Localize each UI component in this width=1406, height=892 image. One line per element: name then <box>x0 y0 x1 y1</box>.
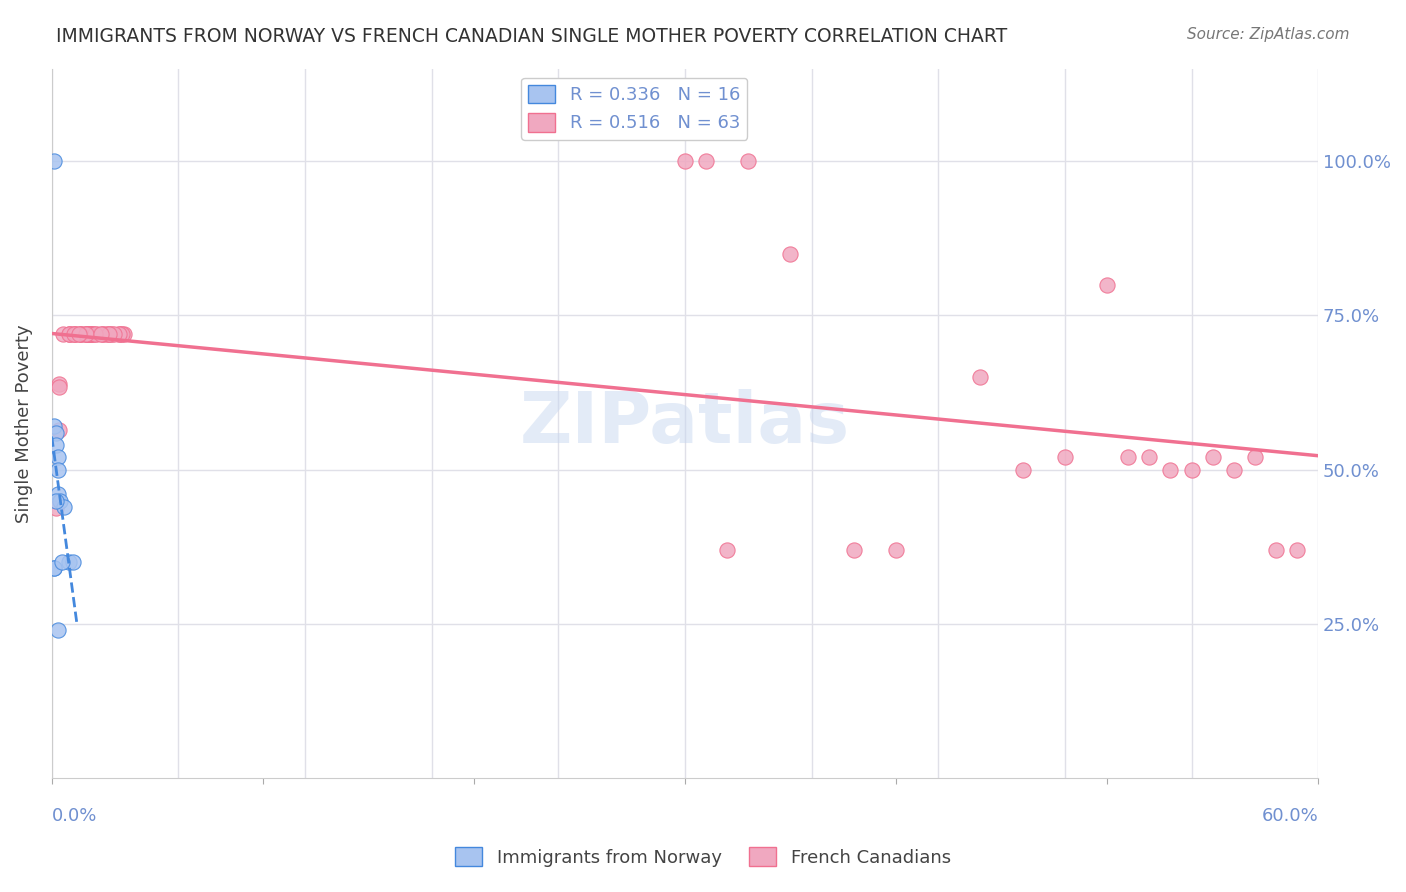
Point <box>75 326 97 341</box>
Point <box>62 555 84 569</box>
Point <box>94 326 117 341</box>
Text: ZIPatlas: ZIPatlas <box>520 389 851 458</box>
Point <box>45 438 67 452</box>
Point <box>46 623 69 637</box>
Point <box>45 493 67 508</box>
Text: Source: ZipAtlas.com: Source: ZipAtlas.com <box>1187 27 1350 42</box>
Point <box>110 326 132 341</box>
Text: 60.0%: 60.0% <box>1261 807 1319 825</box>
Point <box>69 326 91 341</box>
Point <box>737 154 759 169</box>
Point <box>62 326 84 341</box>
Point <box>98 326 121 341</box>
Point <box>48 377 70 392</box>
Point <box>52 326 75 341</box>
Point <box>53 500 76 514</box>
Point <box>48 424 70 438</box>
Text: IMMIGRANTS FROM NORWAY VS FRENCH CANADIAN SINGLE MOTHER POVERTY CORRELATION CHAR: IMMIGRANTS FROM NORWAY VS FRENCH CANADIA… <box>56 27 1008 45</box>
Point <box>97 326 120 341</box>
Point <box>62 326 84 341</box>
Point <box>91 326 114 341</box>
Point <box>1116 450 1139 465</box>
Point <box>884 542 907 557</box>
Y-axis label: Single Mother Poverty: Single Mother Poverty <box>15 324 32 523</box>
Point <box>82 326 104 341</box>
Point <box>76 326 98 341</box>
Point <box>1180 463 1202 477</box>
Point <box>49 493 72 508</box>
Point <box>716 542 738 557</box>
Point <box>1201 450 1223 465</box>
Point <box>77 326 100 341</box>
Point <box>58 326 80 341</box>
Point <box>108 326 131 341</box>
Legend: Immigrants from Norway, French Canadians: Immigrants from Norway, French Canadians <box>449 840 957 874</box>
Point <box>58 555 80 569</box>
Point <box>98 326 121 341</box>
Point <box>1011 463 1033 477</box>
Point <box>1243 450 1265 465</box>
Point <box>82 326 104 341</box>
Point <box>1285 542 1308 557</box>
Legend: R = 0.336   N = 16, R = 0.516   N = 63: R = 0.336 N = 16, R = 0.516 N = 63 <box>522 78 748 140</box>
Point <box>108 326 131 341</box>
Point <box>42 561 65 575</box>
Point <box>45 501 67 516</box>
Point <box>77 326 100 341</box>
Point <box>79 326 101 341</box>
Point <box>42 154 65 169</box>
Point <box>1159 463 1181 477</box>
Point <box>42 419 65 434</box>
Point <box>90 326 112 341</box>
Point <box>69 326 91 341</box>
Point <box>1053 450 1076 465</box>
Text: 0.0%: 0.0% <box>52 807 97 825</box>
Point <box>65 326 87 341</box>
Point <box>103 326 125 341</box>
Point <box>80 326 103 341</box>
Point <box>779 246 801 260</box>
Point <box>90 326 112 341</box>
Point <box>111 326 134 341</box>
Point <box>695 154 717 169</box>
Point <box>59 326 82 341</box>
Point <box>842 542 865 557</box>
Point <box>84 326 107 341</box>
Point <box>112 326 135 341</box>
Point <box>46 463 69 477</box>
Point <box>673 154 696 169</box>
Point <box>75 326 97 341</box>
Point <box>1264 542 1286 557</box>
Point <box>1095 277 1118 292</box>
Point <box>48 380 70 394</box>
Point <box>45 425 67 440</box>
Point <box>86 326 108 341</box>
Point <box>67 326 90 341</box>
Point <box>100 326 122 341</box>
Point <box>46 487 69 501</box>
Point <box>79 326 101 341</box>
Point <box>1222 463 1244 477</box>
Point <box>46 450 69 465</box>
Point <box>58 326 80 341</box>
Point <box>75 326 97 341</box>
Point <box>1137 450 1160 465</box>
Point <box>51 555 73 569</box>
Point <box>70 326 93 341</box>
Point <box>42 561 65 575</box>
Point <box>969 370 991 384</box>
Point <box>63 326 86 341</box>
